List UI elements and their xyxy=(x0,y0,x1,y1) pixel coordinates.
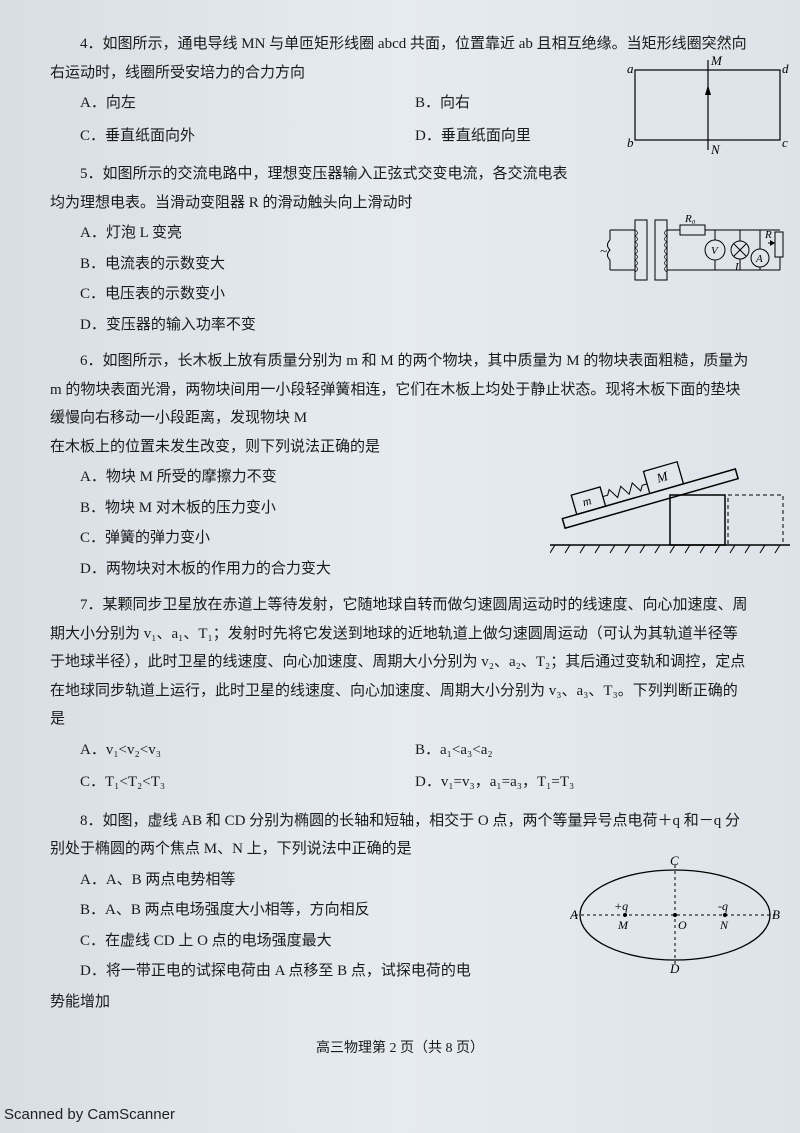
q6-option-c: C．弹簧的弹力变小 xyxy=(80,524,500,553)
svg-text:O: O xyxy=(678,918,687,932)
figure-q4: a d b c M N xyxy=(625,55,790,155)
q4-option-c: C．垂直纸面向外 xyxy=(80,122,415,151)
q8-option-d-cont: 势能增加 xyxy=(50,988,750,1017)
q4-option-a: A．向左 xyxy=(80,89,415,118)
q8-options: A．A、B 两点电势相等 B．A、B 两点电场强度大小相等，方向相反 C．在虚线… xyxy=(80,866,560,986)
svg-text:D: D xyxy=(669,961,680,975)
q7-option-b: B．a₁<a₃<a₂ xyxy=(415,736,750,765)
q5-text: 5．如图所示的交流电路中，理想变压器输入正弦式交变电流，各交流电表均为理想电表。… xyxy=(50,160,570,217)
q5-option-c: C．电压表的示数变小 xyxy=(80,280,570,309)
svg-text:C: C xyxy=(670,855,679,868)
q6-option-b: B．物块 M 对木板的压力变小 xyxy=(80,494,500,523)
svg-text:~: ~ xyxy=(600,243,607,258)
svg-text:c: c xyxy=(782,135,788,150)
q6-options: A．物块 M 所受的摩擦力不变 B．物块 M 对木板的压力变小 C．弹簧的弹力变… xyxy=(80,463,500,583)
q7-option-a: A．v₁<v₂<v₃ xyxy=(80,736,415,765)
q5-option-a: A．灯泡 L 变亮 xyxy=(80,219,570,248)
figure-q5: ~ R₀ V L A R xyxy=(600,210,790,300)
svg-text:R: R xyxy=(764,229,772,241)
q6-text1: 6．如图所示，长木板上放有质量分别为 m 和 M 的两个物块，其中质量为 M 的… xyxy=(50,347,750,433)
q6-option-a: A．物块 M 所受的摩擦力不变 xyxy=(80,463,500,492)
scanned-watermark: Scanned by CamScanner xyxy=(4,1101,175,1130)
svg-text:A: A xyxy=(570,907,578,922)
svg-text:R₀: R₀ xyxy=(684,213,696,225)
svg-text:V: V xyxy=(711,245,719,257)
q7-option-c: C．T₁<T₂<T₃ xyxy=(80,768,415,797)
svg-text:-q: -q xyxy=(718,899,728,913)
svg-text:A: A xyxy=(755,253,763,265)
q8-option-a: A．A、B 两点电势相等 xyxy=(80,866,560,895)
svg-text:M: M xyxy=(617,918,629,932)
svg-text:M: M xyxy=(654,468,671,486)
q7-options: A．v₁<v₂<v₃ B．a₁<a₃<a₂ C．T₁<T₂<T₃ D．v₁=v₃… xyxy=(80,734,750,799)
page-footer: 高三物理第 2 页（共 8 页） xyxy=(50,1036,750,1063)
q8-option-c: C．在虚线 CD 上 O 点的电场强度最大 xyxy=(80,927,560,956)
question-5: 5．如图所示的交流电路中，理想变压器输入正弦式交变电流，各交流电表均为理想电表。… xyxy=(50,160,570,339)
q7-text: 7．某颗同步卫星放在赤道上等待发射，它随地球自转而做匀速圆周运动时的线速度、向心… xyxy=(50,591,750,734)
figure-q6: m M xyxy=(550,440,790,560)
svg-text:M: M xyxy=(710,55,723,68)
svg-text:B: B xyxy=(772,907,780,922)
q5-option-d: D．变压器的输入功率不变 xyxy=(80,311,570,340)
svg-text:+q: +q xyxy=(614,899,628,913)
q7-option-d: D．v₁=v₃，a₁=a₃，T₁=T₃ xyxy=(415,768,750,797)
svg-text:m: m xyxy=(581,493,594,509)
question-7: 7．某颗同步卫星放在赤道上等待发射，它随地球自转而做匀速圆周运动时的线速度、向心… xyxy=(50,591,750,799)
svg-text:a: a xyxy=(627,61,634,76)
svg-text:N: N xyxy=(719,918,729,932)
svg-text:b: b xyxy=(627,135,634,150)
q6-option-d: D．两物块对木板的作用力的合力变大 xyxy=(80,555,500,584)
q8-option-d: D．将一带正电的试探电荷由 A 点移至 B 点，试探电荷的电 xyxy=(80,957,560,986)
figure-q8: A B C D +q -q M N O xyxy=(570,855,780,975)
q5-option-b: B．电流表的示数变大 xyxy=(80,250,570,279)
svg-text:N: N xyxy=(710,142,721,155)
q5-options: A．灯泡 L 变亮 B．电流表的示数变大 C．电压表的示数变小 D．变压器的输入… xyxy=(80,219,570,339)
q8-option-b: B．A、B 两点电场强度大小相等，方向相反 xyxy=(80,896,560,925)
svg-text:d: d xyxy=(782,61,789,76)
